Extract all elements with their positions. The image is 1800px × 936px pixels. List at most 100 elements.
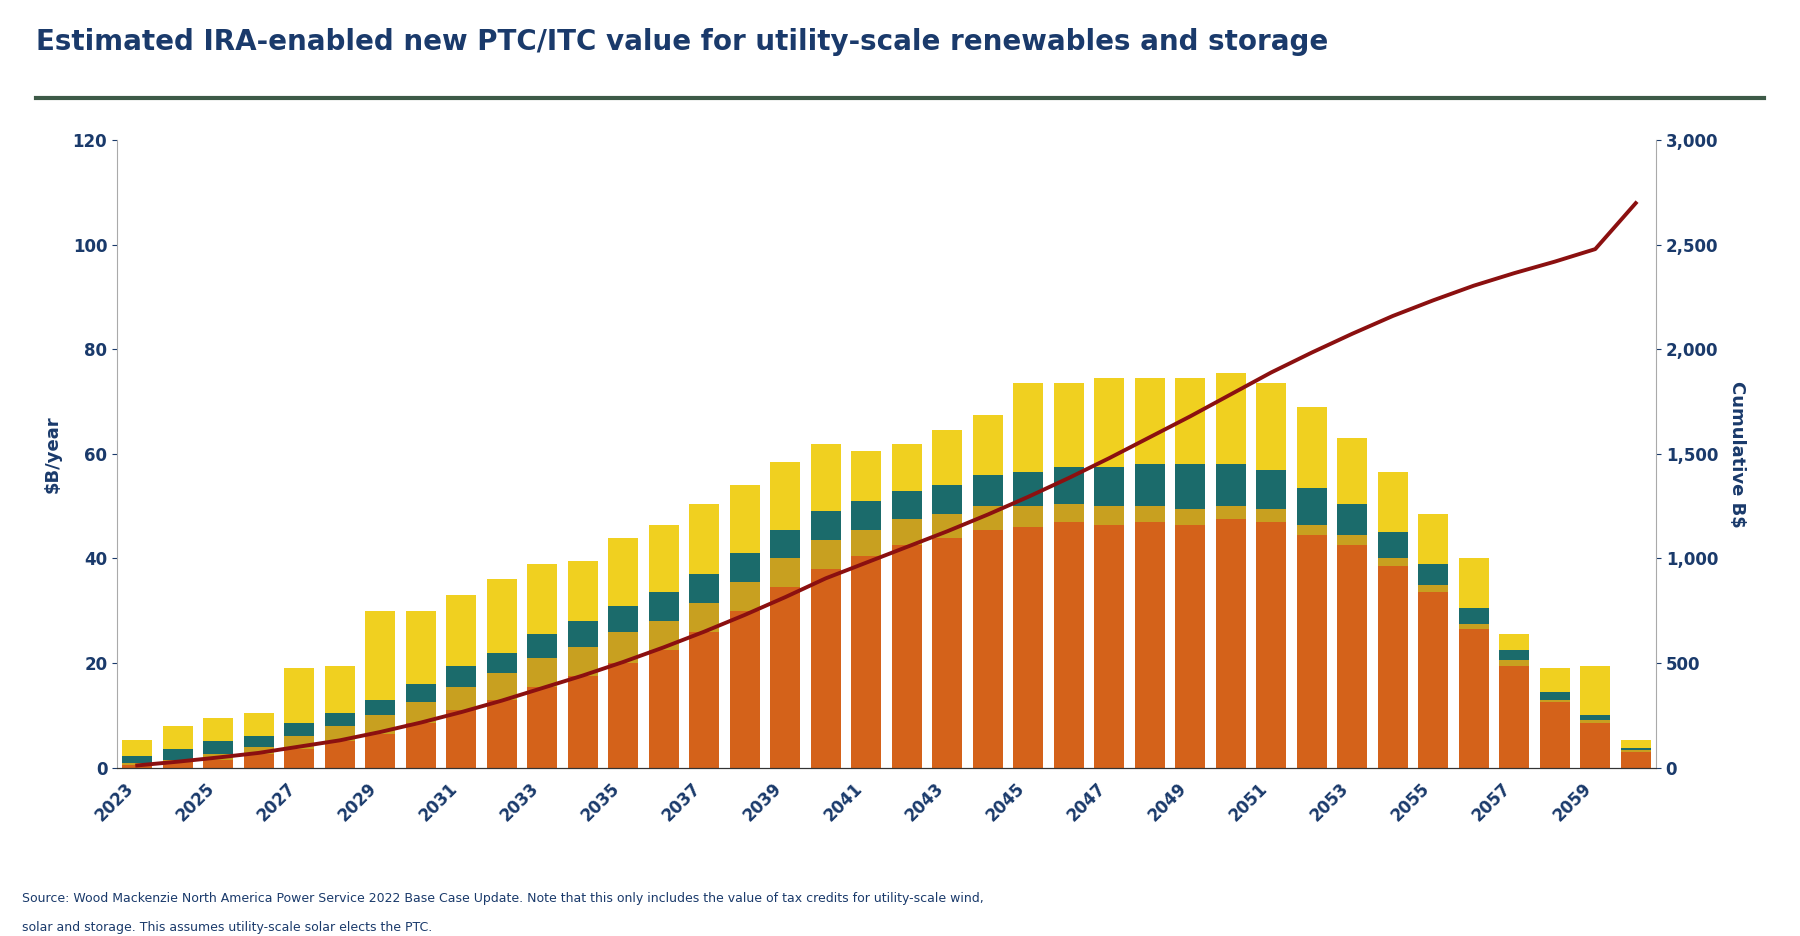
Bar bbox=[1175, 464, 1206, 509]
Bar bbox=[567, 648, 598, 676]
Bar bbox=[608, 632, 639, 663]
Bar bbox=[972, 475, 1003, 506]
Bar bbox=[1458, 559, 1489, 608]
Cumulative bbox=[1139, 431, 1161, 443]
Bar bbox=[405, 610, 436, 684]
Bar bbox=[770, 530, 801, 559]
Bar bbox=[932, 537, 963, 768]
Bar bbox=[1620, 739, 1651, 748]
Bar bbox=[527, 563, 558, 635]
Bar bbox=[851, 556, 882, 768]
Bar bbox=[1053, 504, 1084, 522]
Bar bbox=[932, 431, 963, 485]
Bar bbox=[932, 514, 963, 537]
Bar bbox=[405, 684, 436, 702]
Cumulative bbox=[693, 626, 715, 637]
Cumulative bbox=[734, 609, 756, 621]
Bar bbox=[1215, 373, 1246, 464]
Bar bbox=[1094, 506, 1125, 524]
Bar bbox=[648, 524, 679, 592]
Bar bbox=[1580, 665, 1611, 715]
Bar bbox=[1013, 506, 1044, 527]
Cumulative bbox=[1341, 329, 1363, 340]
Bar bbox=[1134, 464, 1165, 506]
Cumulative bbox=[1382, 311, 1404, 322]
Bar bbox=[1094, 467, 1125, 506]
Bar bbox=[729, 610, 760, 768]
Bar bbox=[405, 702, 436, 724]
Bar bbox=[284, 749, 315, 768]
Bar bbox=[1256, 384, 1287, 470]
Cumulative bbox=[1017, 491, 1039, 503]
Bar bbox=[1539, 699, 1570, 702]
Bar bbox=[365, 699, 396, 715]
Bar bbox=[446, 665, 477, 686]
Bar bbox=[1377, 473, 1408, 533]
Bar bbox=[446, 710, 477, 768]
Bar bbox=[972, 506, 1003, 530]
Cumulative bbox=[491, 695, 513, 707]
Cumulative bbox=[977, 509, 999, 520]
Bar bbox=[891, 490, 922, 519]
Bar bbox=[162, 749, 193, 760]
Y-axis label: $B/year: $B/year bbox=[43, 416, 61, 492]
Cumulative bbox=[369, 726, 391, 738]
Bar bbox=[1580, 715, 1611, 721]
Bar bbox=[810, 540, 841, 569]
Bar bbox=[486, 579, 517, 652]
Bar bbox=[1620, 751, 1651, 752]
Bar bbox=[486, 699, 517, 768]
Bar bbox=[203, 760, 234, 768]
Bar bbox=[1418, 514, 1449, 563]
Cumulative bbox=[1301, 347, 1323, 358]
Cumulative bbox=[1584, 243, 1606, 255]
Y-axis label: Cumulative B$: Cumulative B$ bbox=[1728, 381, 1746, 527]
Bar bbox=[810, 444, 841, 511]
Bar bbox=[122, 739, 153, 755]
Bar bbox=[1620, 752, 1651, 768]
Bar bbox=[648, 622, 679, 650]
Bar bbox=[891, 444, 922, 490]
Bar bbox=[284, 668, 315, 724]
Bar bbox=[729, 582, 760, 610]
Bar bbox=[1013, 384, 1044, 473]
Bar bbox=[689, 574, 720, 603]
Bar bbox=[1053, 467, 1084, 504]
Cumulative bbox=[288, 741, 310, 753]
Bar bbox=[689, 504, 720, 574]
Bar bbox=[689, 632, 720, 768]
Bar bbox=[486, 652, 517, 674]
Bar bbox=[1377, 566, 1408, 768]
Bar bbox=[1458, 623, 1489, 629]
Bar bbox=[1053, 522, 1084, 768]
Bar bbox=[324, 712, 355, 725]
Bar bbox=[243, 712, 274, 736]
Bar bbox=[851, 451, 882, 501]
Cumulative bbox=[207, 752, 229, 763]
Cumulative bbox=[1503, 268, 1525, 279]
Cumulative bbox=[1058, 473, 1080, 484]
Bar bbox=[1377, 533, 1408, 559]
Bar bbox=[1499, 665, 1530, 768]
Bar bbox=[729, 553, 760, 582]
Bar bbox=[567, 676, 598, 768]
Cumulative bbox=[1422, 295, 1444, 306]
Bar bbox=[1377, 559, 1408, 566]
Cumulative bbox=[329, 735, 351, 746]
Bar bbox=[243, 754, 274, 768]
Bar bbox=[1215, 464, 1246, 506]
Bar bbox=[365, 610, 396, 699]
Bar bbox=[648, 592, 679, 622]
Bar bbox=[891, 546, 922, 768]
Bar bbox=[1539, 702, 1570, 768]
Bar bbox=[1296, 535, 1327, 768]
Bar bbox=[324, 741, 355, 768]
Cumulative bbox=[855, 557, 877, 568]
Cumulative bbox=[410, 717, 432, 728]
Bar bbox=[851, 501, 882, 530]
Cumulative bbox=[1463, 280, 1485, 291]
Bar bbox=[1620, 748, 1651, 751]
Bar bbox=[1094, 378, 1125, 467]
Cumulative bbox=[612, 656, 634, 667]
Bar bbox=[1499, 635, 1530, 650]
